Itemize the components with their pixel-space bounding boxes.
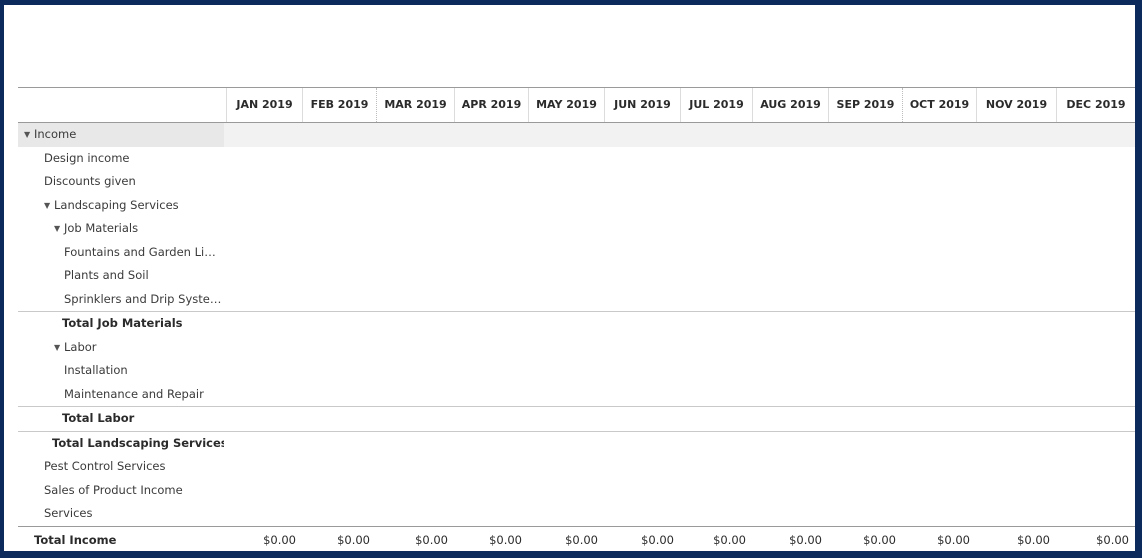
total-income-label: Total Income [34,532,117,547]
account-row[interactable]: ▼ Landscaping Services [18,194,1135,218]
account-row[interactable]: Sprinklers and Drip Syste… [18,288,1135,312]
column-header-aug-2019[interactable]: AUG 2019 [752,88,828,122]
column-header-dec-2019[interactable]: DEC 2019 [1056,88,1135,122]
column-header-jun-2019[interactable]: JUN 2019 [604,88,680,122]
row-label: Income [34,127,77,141]
account-row[interactable]: Installation [18,359,1135,383]
total-income-value[interactable]: $0.00 [863,532,896,547]
row-label-cell: Services [18,502,224,526]
row-label: Discounts given [44,174,136,188]
row-label-cell: Total Landscaping Services [18,432,224,456]
report-frame: JAN 2019 FEB 2019 MAR 2019 APR 2019 MAY 2019… [4,5,1135,551]
caret-down-icon[interactable]: ▼ [54,224,61,233]
row-label: Total Landscaping Services [52,435,224,450]
row-label-cell: Total Income [18,527,224,552]
total-income-value[interactable]: $0.00 [937,532,970,547]
account-row[interactable]: Sales of Product Income [18,479,1135,503]
row-label-cell: ▼ Job Materials [18,217,224,241]
total-income-value[interactable]: $0.00 [789,532,822,547]
row-label-cell: Installation [18,359,224,383]
caret-down-icon[interactable]: ▼ [24,130,31,139]
row-label-cell: ▼ Income [18,123,224,147]
row-label: Plants and Soil [64,268,149,282]
row-label: Installation [64,363,128,377]
column-header-apr-2019[interactable]: APR 2019 [454,88,528,122]
total-row[interactable]: Total Labor [18,406,1135,431]
column-header-jul-2019[interactable]: JUL 2019 [680,88,752,122]
row-label: Landscaping Services [54,197,179,212]
row-label: Labor [64,339,97,354]
column-header-may-2019[interactable]: MAY 2019 [528,88,604,122]
row-label: Design income [44,150,130,165]
row-label: Pest Control Services [44,459,166,473]
row-label: Total Job Materials [62,316,183,330]
total-income-value[interactable]: $0.00 [489,532,522,547]
total-income-row[interactable]: Total Income $0.00 $0.00 $0.00 $0.00 $0.00 $0.… [18,525,1135,552]
row-label-cell: Sales of Product Income [18,479,224,503]
row-label-cell: Plants and Soil [18,264,224,288]
row-label-cell: Pest Control Services [18,455,224,479]
row-label-cell: Discounts given [18,170,224,194]
account-row[interactable]: Plants and Soil [18,264,1135,288]
total-income-value[interactable]: $0.00 [1017,532,1050,547]
account-row[interactable]: Design income [18,147,1135,171]
row-label-cell: Total Job Materials [18,312,224,336]
account-row[interactable]: ▼ Labor [18,336,1135,360]
total-income-value[interactable]: $0.00 [713,532,746,547]
total-income-value[interactable]: $0.00 [641,532,674,547]
row-label-cell: Maintenance and Repair [18,383,224,407]
column-header-mar-2019[interactable]: MAR 2019 [376,88,454,122]
table-body: ▼ Income Design income Discounts given ▼ Land… [18,123,1135,551]
row-label-cell: Total Labor [18,407,224,431]
row-label-cell: ▼ Labor [18,336,224,360]
row-label: Sprinklers and Drip Syste… [64,291,222,306]
total-income-value[interactable]: $0.00 [415,532,448,547]
total-row[interactable]: Total Job Materials [18,311,1135,336]
row-label-cell: Design income [18,147,224,171]
account-row[interactable]: Pest Control Services [18,455,1135,479]
account-row[interactable]: ▼ Income [18,123,1135,147]
caret-down-icon[interactable]: ▼ [44,200,51,210]
row-label-cell: Fountains and Garden Li… [18,241,224,265]
column-header-sep-2019[interactable]: SEP 2019 [828,88,902,122]
column-header-row: JAN 2019 FEB 2019 MAR 2019 APR 2019 MAY 2019… [18,87,1135,123]
total-income-value[interactable]: $0.00 [263,532,296,547]
row-label: Job Materials [64,221,139,235]
row-label: Services [44,506,93,520]
column-header-jan-2019[interactable]: JAN 2019 [226,88,302,122]
account-row[interactable]: Fountains and Garden Li… [18,241,1135,265]
row-label: Total Labor [62,411,135,425]
total-income-value[interactable]: $0.00 [1096,532,1129,547]
account-row[interactable]: Discounts given [18,170,1135,194]
column-header-nov-2019[interactable]: NOV 2019 [976,88,1056,122]
total-income-value[interactable]: $0.00 [337,532,370,547]
row-label-cell: ▼ Landscaping Services [18,194,224,218]
row-label-cell: Sprinklers and Drip Syste… [18,288,224,312]
total-income-value[interactable]: $0.00 [565,532,598,547]
account-row[interactable]: ▼ Job Materials [18,217,1135,241]
caret-down-icon[interactable]: ▼ [54,342,61,352]
column-header-oct-2019[interactable]: OCT 2019 [902,88,976,122]
row-label: Sales of Product Income [44,482,183,497]
row-label: Fountains and Garden Li… [64,244,216,259]
account-row[interactable]: Services [18,502,1135,526]
profit-loss-table: JAN 2019 FEB 2019 MAR 2019 APR 2019 MAY 2019… [18,87,1135,551]
account-row[interactable]: Maintenance and Repair [18,383,1135,407]
column-header-feb-2019[interactable]: FEB 2019 [302,88,376,122]
total-row[interactable]: Total Landscaping Services [18,430,1135,456]
row-label: Maintenance and Repair [64,386,204,401]
